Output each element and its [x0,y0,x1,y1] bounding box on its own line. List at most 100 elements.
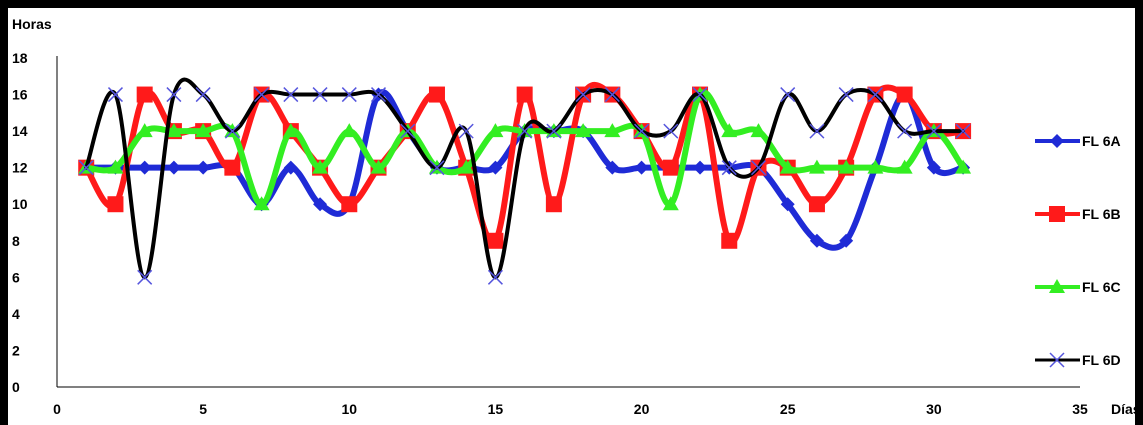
data-point [926,160,941,175]
data-point [721,123,738,138]
data-point [341,87,357,103]
data-point [370,159,387,174]
data-point [808,159,825,174]
legend-item-fl-6a: FL 6A [1035,133,1121,149]
data-point [487,123,504,138]
data-point [458,159,475,174]
data-point [605,160,620,175]
data-point [283,160,298,175]
data-point [604,87,620,103]
data-point [693,160,708,175]
data-point [692,87,708,103]
data-point [516,86,533,103]
data-point [370,87,387,103]
data-point [195,123,212,138]
axes [56,56,1080,388]
data-point [867,87,883,103]
data-point [166,87,182,103]
data-point [137,160,152,175]
y-tick-label: 18 [12,50,28,66]
x-tick-label: 0 [53,401,61,417]
legend-marker [1049,352,1065,368]
data-point [165,123,182,138]
legend-label: FL 6D [1082,352,1121,368]
data-point [662,196,679,211]
legend-label: FL 6B [1082,206,1121,222]
y-axis-title: Horas [12,16,52,32]
data-point [575,87,591,103]
x-tick-label: 10 [341,401,357,417]
data-point [839,233,854,248]
data-point [166,160,181,175]
y-tick-label: 14 [12,123,28,139]
data-point [429,160,445,176]
x-tick-label: 20 [634,401,650,417]
data-point [955,159,972,174]
data-point [896,86,913,103]
data-point [195,87,211,103]
y-tick-label: 8 [12,233,20,249]
data-point [809,233,824,248]
data-point [926,123,942,139]
legend-marker [1049,206,1065,222]
data-point [488,160,503,175]
data-point [224,159,241,176]
data-point [721,160,737,176]
data-point [487,269,503,285]
data-point [604,123,621,138]
data-point [254,87,270,103]
data-point [137,269,153,285]
x-tick-label: 25 [780,401,796,417]
data-point [780,197,795,212]
data-point [867,159,884,174]
data-point [312,159,329,174]
series-fl-6d [78,77,971,285]
data-point [136,86,153,103]
data-point [341,123,358,138]
legend-item-fl-6b: FL 6B [1035,206,1121,222]
data-point [517,123,533,139]
legend: FL 6A FL 6B FL 6C FL 6D [1035,133,1121,368]
data-point [779,159,796,174]
data-point [341,196,358,213]
legend-label: FL 6C [1082,279,1121,295]
data-point [750,160,767,176]
y-tick-label: 16 [12,87,28,103]
data-point [136,123,153,138]
data-point [312,87,328,103]
data-point [838,159,855,174]
data-point [721,232,738,249]
data-point [107,159,124,174]
x-tick-label: 30 [926,401,942,417]
series-layer [78,77,972,285]
data-point [107,87,123,103]
data-point [428,86,445,103]
x-tick-label: 35 [1072,401,1088,417]
data-point [253,196,270,211]
x-tick-label: 15 [488,401,504,417]
data-point [283,87,299,103]
data-point [78,160,94,176]
y-tick-label: 2 [12,342,20,358]
data-point [487,232,504,249]
y-tick-labels: 0 2 4 6 8 10 12 14 16 18 [12,50,28,395]
data-point [545,196,562,213]
y-tick-label: 10 [12,196,28,212]
data-point [634,160,649,175]
legend-item-fl-6c: FL 6C [1035,279,1121,295]
data-point [663,123,679,139]
data-point [897,123,913,139]
data-point [224,123,240,139]
data-point [838,87,854,103]
data-point [662,159,679,176]
data-point [575,123,592,138]
x-tick-labels: 0 5 10 15 20 25 30 35 [53,401,1088,417]
data-point [313,197,328,212]
legend-item-fl-6d: FL 6D [1035,352,1121,368]
y-tick-label: 4 [12,306,20,322]
data-point [400,123,416,139]
y-tick-label: 6 [12,269,20,285]
data-point [107,196,124,213]
